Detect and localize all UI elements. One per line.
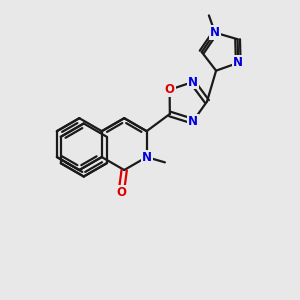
Text: O: O: [165, 83, 175, 96]
Text: N: N: [210, 26, 220, 39]
Text: N: N: [142, 151, 152, 164]
Text: O: O: [116, 186, 126, 199]
Text: N: N: [233, 56, 243, 69]
Text: N: N: [188, 76, 198, 88]
Text: N: N: [188, 115, 198, 128]
